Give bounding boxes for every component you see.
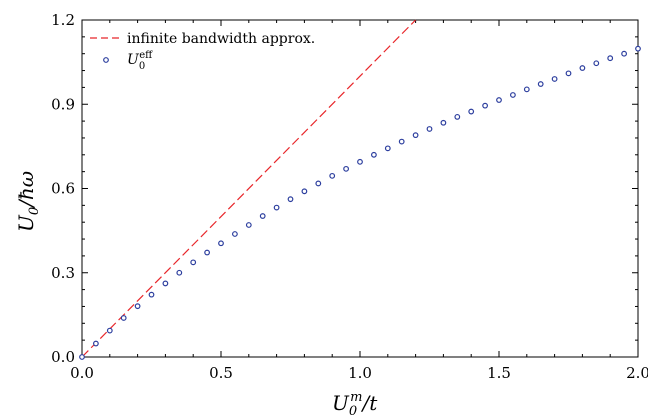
data-point [398, 138, 405, 145]
data-point [593, 60, 600, 67]
x-tick-label: 0.0 [70, 364, 94, 382]
data-point [343, 165, 350, 172]
ticks [81, 19, 639, 358]
data-point [204, 249, 211, 256]
data-point [231, 231, 238, 237]
data-point [496, 97, 502, 103]
data-point [440, 119, 447, 126]
data-point [176, 269, 183, 276]
x-axis-label: U0m/t [332, 390, 378, 418]
data-point [301, 188, 308, 195]
data-point [273, 204, 280, 211]
data-point [287, 196, 294, 203]
x-tick-label: 1.5 [487, 364, 511, 382]
x-tick-label: 2.0 [626, 364, 648, 382]
data-point [79, 354, 85, 360]
y-tick-label: 0.3 [51, 264, 75, 282]
data-point [510, 92, 516, 98]
data-point [371, 151, 377, 158]
data-point [384, 145, 391, 152]
data-point [607, 55, 614, 62]
y-tick-label: 0.0 [51, 348, 75, 366]
series-points-group [79, 45, 641, 360]
data-point [329, 172, 336, 179]
x-tick-label: 0.5 [209, 364, 233, 382]
y-tick-label: 0.6 [51, 180, 75, 198]
data-point [621, 50, 627, 57]
data-point [412, 132, 419, 139]
legend: infinite bandwidth approx. U0eff [90, 31, 315, 72]
legend-label-points: U0eff [127, 50, 153, 72]
data-point [245, 222, 252, 228]
y-tick-label: 1.2 [51, 11, 75, 29]
legend-label-line: infinite bandwidth approx. [127, 31, 315, 47]
legend-circle-swatch [103, 57, 109, 63]
series-line-infinite-bandwidth [81, 19, 417, 358]
data-point [162, 280, 169, 287]
y-axis-label: U0/ħω [14, 171, 42, 232]
data-point [120, 315, 127, 321]
data-point [315, 180, 322, 187]
data-point [134, 303, 141, 310]
data-point [565, 70, 572, 77]
series-line-group [81, 19, 417, 358]
data-point [92, 340, 99, 347]
data-point [454, 113, 461, 120]
data-point [218, 240, 224, 247]
data-point [468, 108, 475, 115]
y-tick-label: 0.9 [51, 95, 75, 113]
data-point [482, 102, 489, 109]
data-point [190, 259, 197, 266]
data-point [579, 65, 586, 71]
data-point [426, 126, 433, 132]
data-point [635, 45, 641, 52]
x-tick-label: 1.0 [348, 364, 372, 382]
data-point [259, 213, 266, 219]
data-point [148, 291, 155, 298]
data-point [523, 86, 530, 93]
data-point [357, 158, 363, 165]
plot-frame [81, 19, 639, 358]
data-point [106, 327, 113, 334]
data-point [551, 76, 558, 82]
data-point [537, 81, 544, 87]
tick-labels: 0.0 0.5 1.0 1.5 2.0 0.0 0.3 0.6 0.9 1.2 [51, 11, 648, 382]
